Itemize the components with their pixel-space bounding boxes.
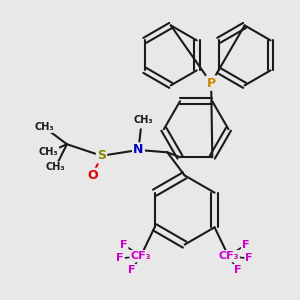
Text: CH₃: CH₃ [46,162,65,172]
Text: O: O [87,169,98,182]
Text: CH₃: CH₃ [39,147,58,157]
Text: F: F [120,240,127,250]
Text: F: F [242,240,250,250]
Text: F: F [234,265,242,275]
Text: F: F [116,254,124,263]
Text: CF₃: CF₃ [218,251,239,261]
Text: N: N [133,143,144,157]
Text: CH₃: CH₃ [34,122,54,132]
Text: F: F [128,265,135,275]
Text: CF₃: CF₃ [130,251,151,261]
Text: P: P [207,76,216,90]
Text: CH₃: CH₃ [133,115,153,125]
Text: S: S [97,149,106,162]
Text: F: F [245,254,253,263]
